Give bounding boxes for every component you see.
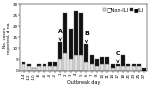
- Bar: [27, 66, 31, 71]
- Bar: [84, 44, 88, 62]
- Text: C: C: [116, 51, 120, 62]
- Bar: [90, 55, 94, 64]
- Bar: [32, 68, 36, 71]
- Text: A: A: [58, 29, 63, 40]
- Bar: [100, 57, 104, 64]
- Bar: [105, 57, 109, 64]
- Bar: [100, 64, 104, 71]
- Bar: [79, 13, 83, 55]
- Bar: [121, 55, 125, 66]
- Bar: [121, 66, 125, 71]
- Text: B: B: [84, 31, 89, 43]
- Bar: [137, 66, 141, 71]
- Bar: [22, 62, 26, 64]
- Bar: [53, 66, 57, 71]
- Bar: [48, 62, 52, 66]
- Bar: [63, 53, 67, 71]
- Bar: [58, 42, 62, 59]
- Bar: [74, 11, 78, 55]
- Bar: [126, 64, 130, 66]
- Bar: [48, 66, 52, 71]
- X-axis label: Outbreak day: Outbreak day: [67, 80, 100, 85]
- Bar: [69, 59, 73, 71]
- Bar: [116, 66, 120, 71]
- Bar: [142, 68, 146, 71]
- Bar: [79, 55, 83, 71]
- Bar: [42, 64, 46, 66]
- Bar: [116, 64, 120, 66]
- Bar: [90, 64, 94, 71]
- Bar: [37, 64, 41, 66]
- Bar: [132, 66, 136, 71]
- Bar: [111, 64, 115, 68]
- Bar: [27, 64, 31, 66]
- Bar: [74, 55, 78, 71]
- Y-axis label: No. cases
reported, d no.: No. cases reported, d no.: [3, 21, 11, 54]
- Bar: [63, 13, 67, 53]
- Bar: [95, 66, 99, 71]
- Bar: [69, 29, 73, 59]
- Legend: □Non-ILI, ■ILI: □Non-ILI, ■ILI: [102, 7, 145, 13]
- Bar: [105, 64, 109, 71]
- Bar: [95, 59, 99, 66]
- Bar: [37, 66, 41, 71]
- Bar: [84, 62, 88, 71]
- Bar: [58, 59, 62, 71]
- Bar: [111, 68, 115, 71]
- Bar: [53, 62, 57, 66]
- Bar: [42, 66, 46, 71]
- Bar: [126, 66, 130, 71]
- Bar: [137, 64, 141, 66]
- Bar: [132, 64, 136, 66]
- Bar: [22, 64, 26, 71]
